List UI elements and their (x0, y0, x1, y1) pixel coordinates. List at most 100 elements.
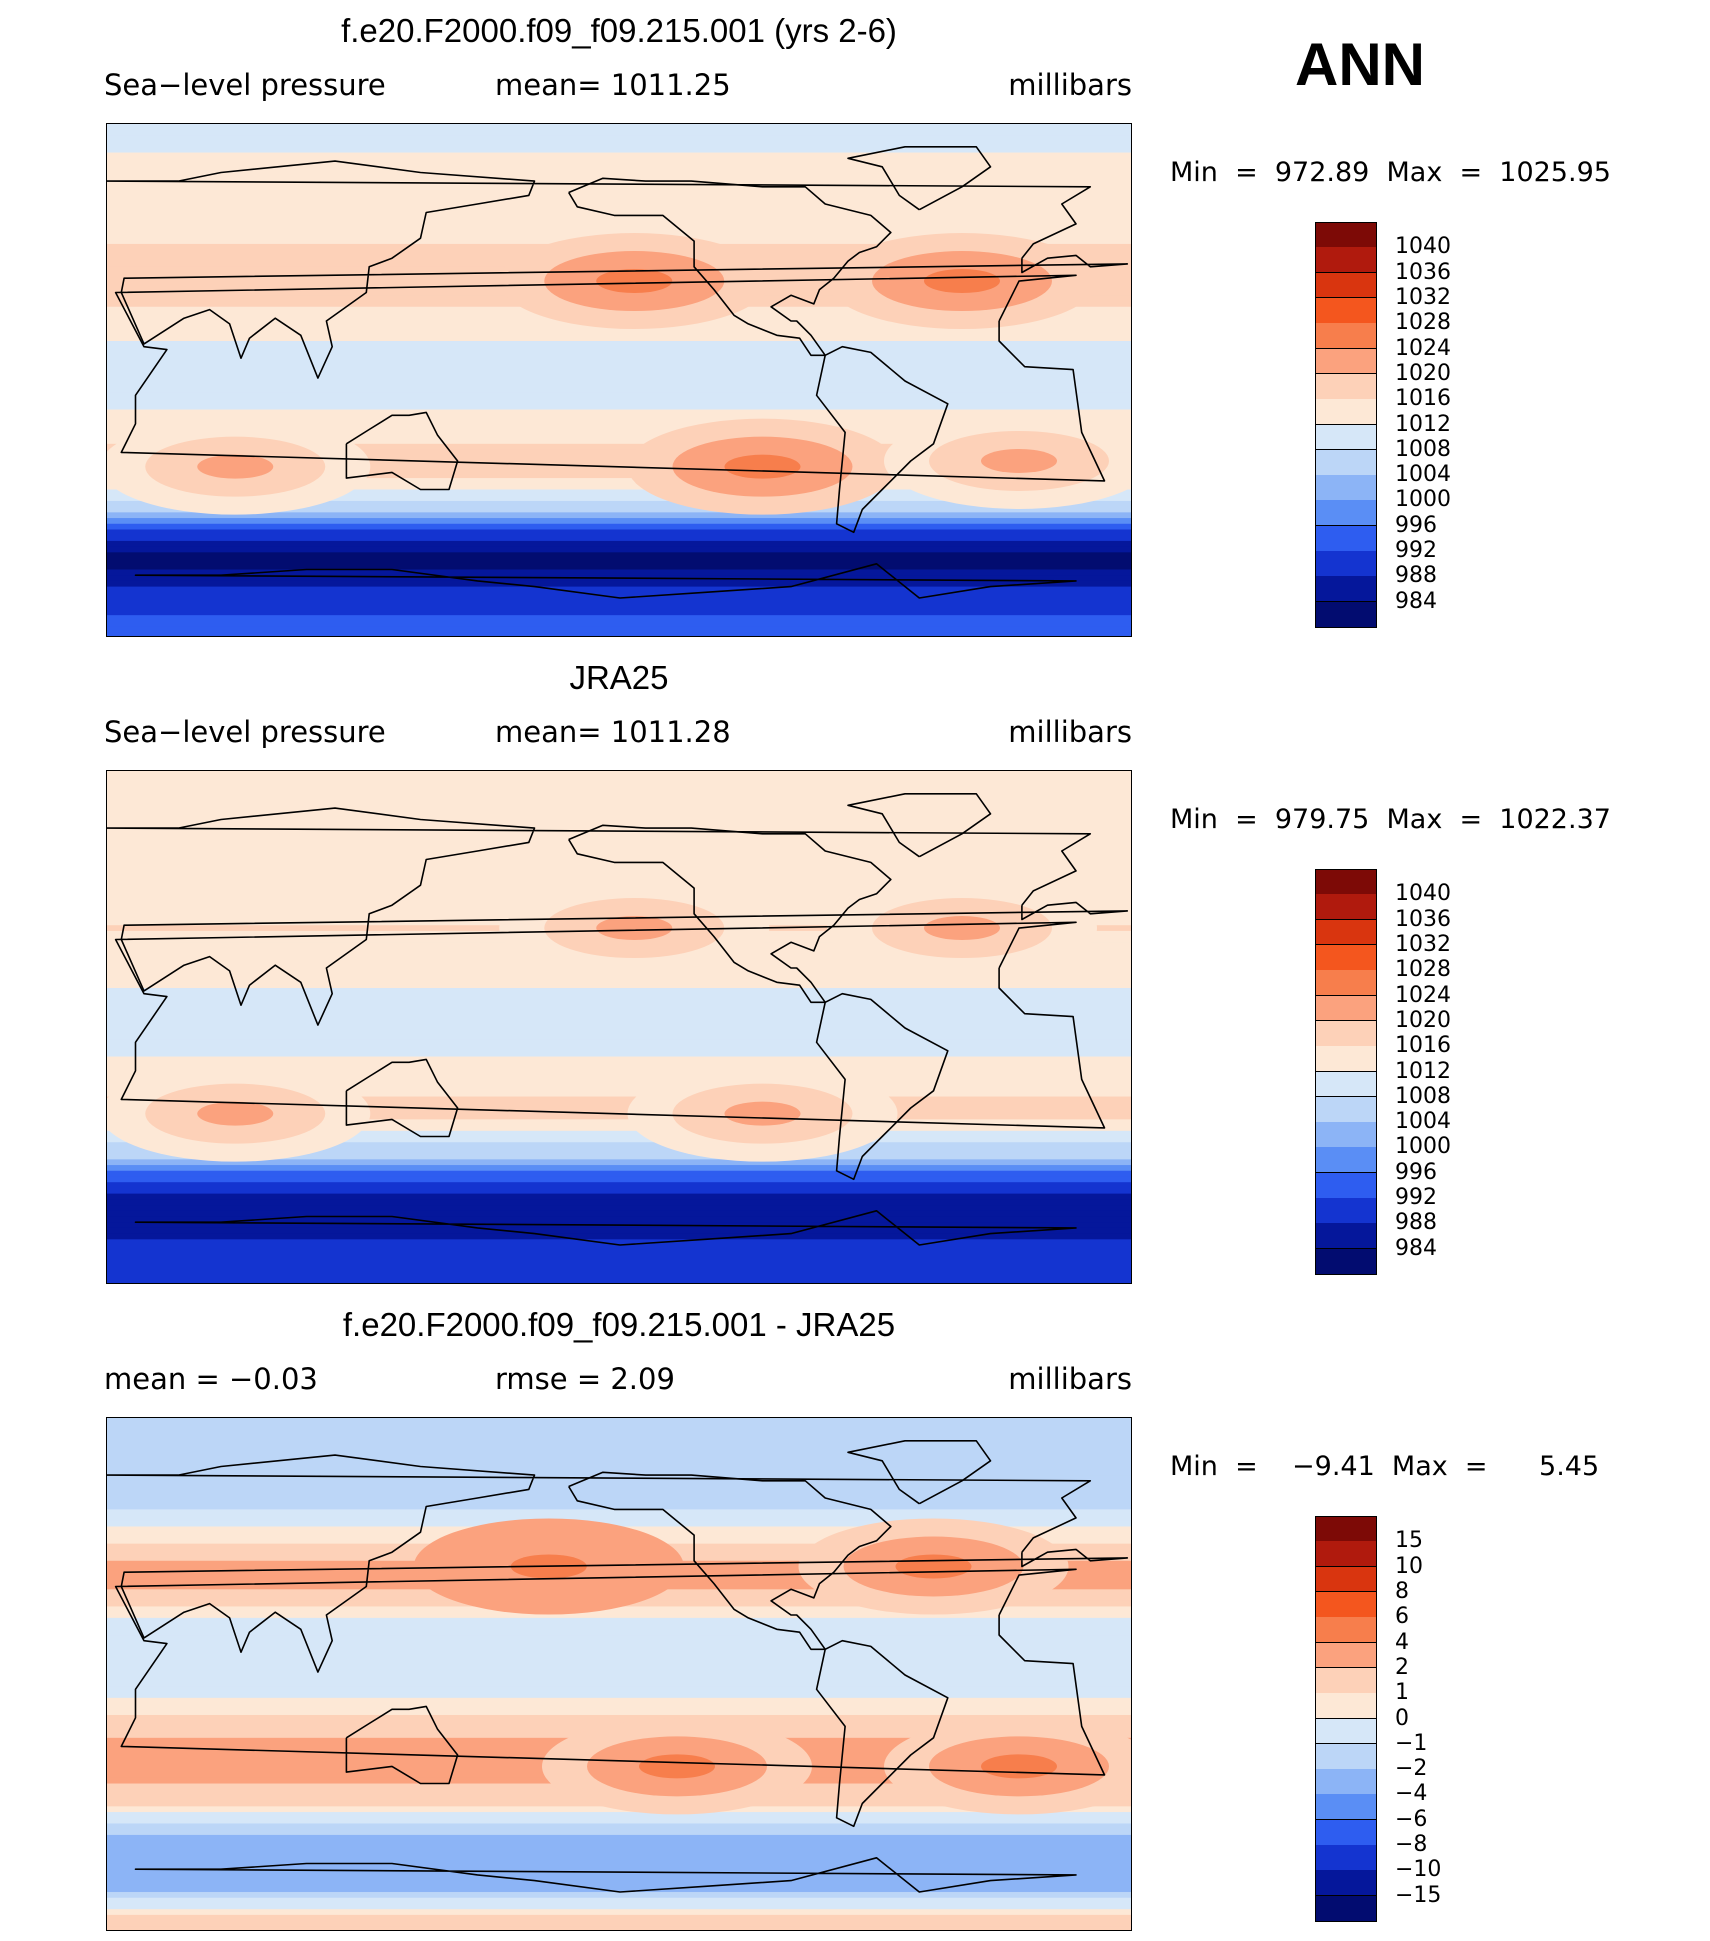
colorbar-swatch (1315, 551, 1377, 577)
colorbar-swatch (1315, 1794, 1377, 1821)
contour-band (107, 1056, 1131, 1063)
coastline (345, 411, 459, 491)
contour-band (107, 375, 1131, 382)
contour-band (107, 426, 1131, 433)
contour-band (107, 472, 1131, 479)
contour-band (107, 1250, 1131, 1258)
contour-band (107, 335, 1131, 342)
contour-band (107, 782, 1131, 789)
min-max-label: Min = 979.75 Max = 1022.37 (1170, 804, 1611, 835)
contour-band (107, 1863, 1131, 1870)
contour-band (107, 1010, 1131, 1018)
contour-band (107, 1692, 1131, 1699)
contour-band (107, 1452, 1131, 1459)
colorbar-swatch (1315, 1071, 1377, 1098)
contour-band (107, 558, 1131, 565)
colorbar-swatch (1315, 449, 1377, 476)
colorbar-tick-label: 1032 (1395, 284, 1451, 310)
units-label: millibars (1008, 715, 1132, 749)
contour-band (107, 432, 1131, 439)
colorbar-tick-label: 988 (1395, 563, 1437, 589)
contour-band (107, 129, 1131, 137)
contour-band (107, 1903, 1131, 1910)
colorbar-swatch (1315, 323, 1377, 350)
contour-band (107, 805, 1131, 812)
colorbar-swatch (1315, 348, 1377, 375)
colorbar-tick-label: 992 (1395, 538, 1437, 564)
contour-band (107, 1176, 1131, 1183)
contour-band (107, 1159, 1131, 1166)
contour-band (107, 1193, 1131, 1200)
contour-band (107, 1703, 1131, 1710)
contour-band (107, 1829, 1131, 1836)
contour-band (107, 1714, 1131, 1722)
contour-band (107, 443, 1131, 451)
contour-band (107, 1629, 1131, 1636)
contour-band (107, 1107, 1131, 1115)
contour-band (107, 776, 1131, 784)
contour-band (107, 1886, 1131, 1893)
colorbar-tick-label: 1008 (1395, 1083, 1451, 1109)
contour-band (107, 169, 1131, 176)
contour-band (107, 409, 1131, 416)
colorbar-tick-label: 4 (1395, 1629, 1409, 1655)
colorbar-tick-label: 15 (1395, 1528, 1423, 1554)
coastline (114, 1568, 1106, 1776)
colorbar-tick-label: −10 (1395, 1857, 1442, 1883)
contour-band (107, 1033, 1131, 1041)
contour-band (107, 392, 1131, 399)
contour-band (107, 850, 1131, 858)
colorbar-swatch (1315, 1516, 1377, 1542)
colorbar-tick-label: 2 (1395, 1654, 1409, 1680)
colorbar-tick-label: 1016 (1395, 1033, 1451, 1059)
contour-band (107, 1440, 1131, 1448)
contour-map (106, 1417, 1132, 1931)
contour-band (107, 1016, 1131, 1023)
pressure-center (924, 269, 1000, 294)
contour-band (107, 1457, 1131, 1465)
mean-label: mean= 1011.28 (495, 715, 731, 749)
contour-band (107, 615, 1131, 622)
contour-band (107, 141, 1131, 148)
contour-band (107, 873, 1131, 881)
contour-band (107, 1067, 1131, 1075)
coastline (107, 807, 1129, 1026)
contour-band (107, 1852, 1131, 1859)
colorbar-tick-label: −6 (1395, 1806, 1428, 1832)
coastline (847, 146, 992, 211)
contour-band (107, 163, 1131, 171)
pressure-center (724, 1101, 801, 1126)
contour-band (107, 862, 1131, 869)
coastline (847, 1440, 992, 1505)
variable-label: Sea−level pressure (104, 715, 386, 749)
colorbar-tick-label: 0 (1395, 1705, 1409, 1731)
contour-band (107, 1646, 1131, 1653)
colorbar-tick-label: 10 (1395, 1553, 1423, 1579)
season-label: ANN (1295, 31, 1425, 98)
mean-label: mean= 1011.25 (495, 68, 731, 102)
contour-band (107, 449, 1131, 456)
coastline (568, 177, 892, 357)
contour-band (107, 358, 1131, 365)
colorbar-swatch (1315, 1566, 1377, 1593)
contour-band (107, 598, 1131, 605)
contour-band (107, 1170, 1131, 1178)
contour-band (107, 982, 1131, 989)
contour-band (107, 1245, 1131, 1252)
contour-band (107, 1187, 1131, 1195)
contour-band (107, 1113, 1131, 1120)
contour-map (106, 123, 1132, 637)
contour-band (107, 1239, 1131, 1246)
contour-band (107, 1926, 1131, 1930)
contour-band (107, 632, 1131, 636)
colorbar-swatch (1315, 1642, 1377, 1669)
colorbar-swatch (1315, 944, 1377, 971)
contour-band (107, 198, 1131, 205)
contour-band (107, 1697, 1131, 1705)
contour-band (107, 1709, 1131, 1716)
contour-band (107, 1669, 1131, 1676)
contour-band (107, 518, 1131, 525)
contour-band (107, 1840, 1131, 1847)
colorbar-swatch (1315, 1819, 1377, 1846)
contour-band (107, 455, 1131, 462)
